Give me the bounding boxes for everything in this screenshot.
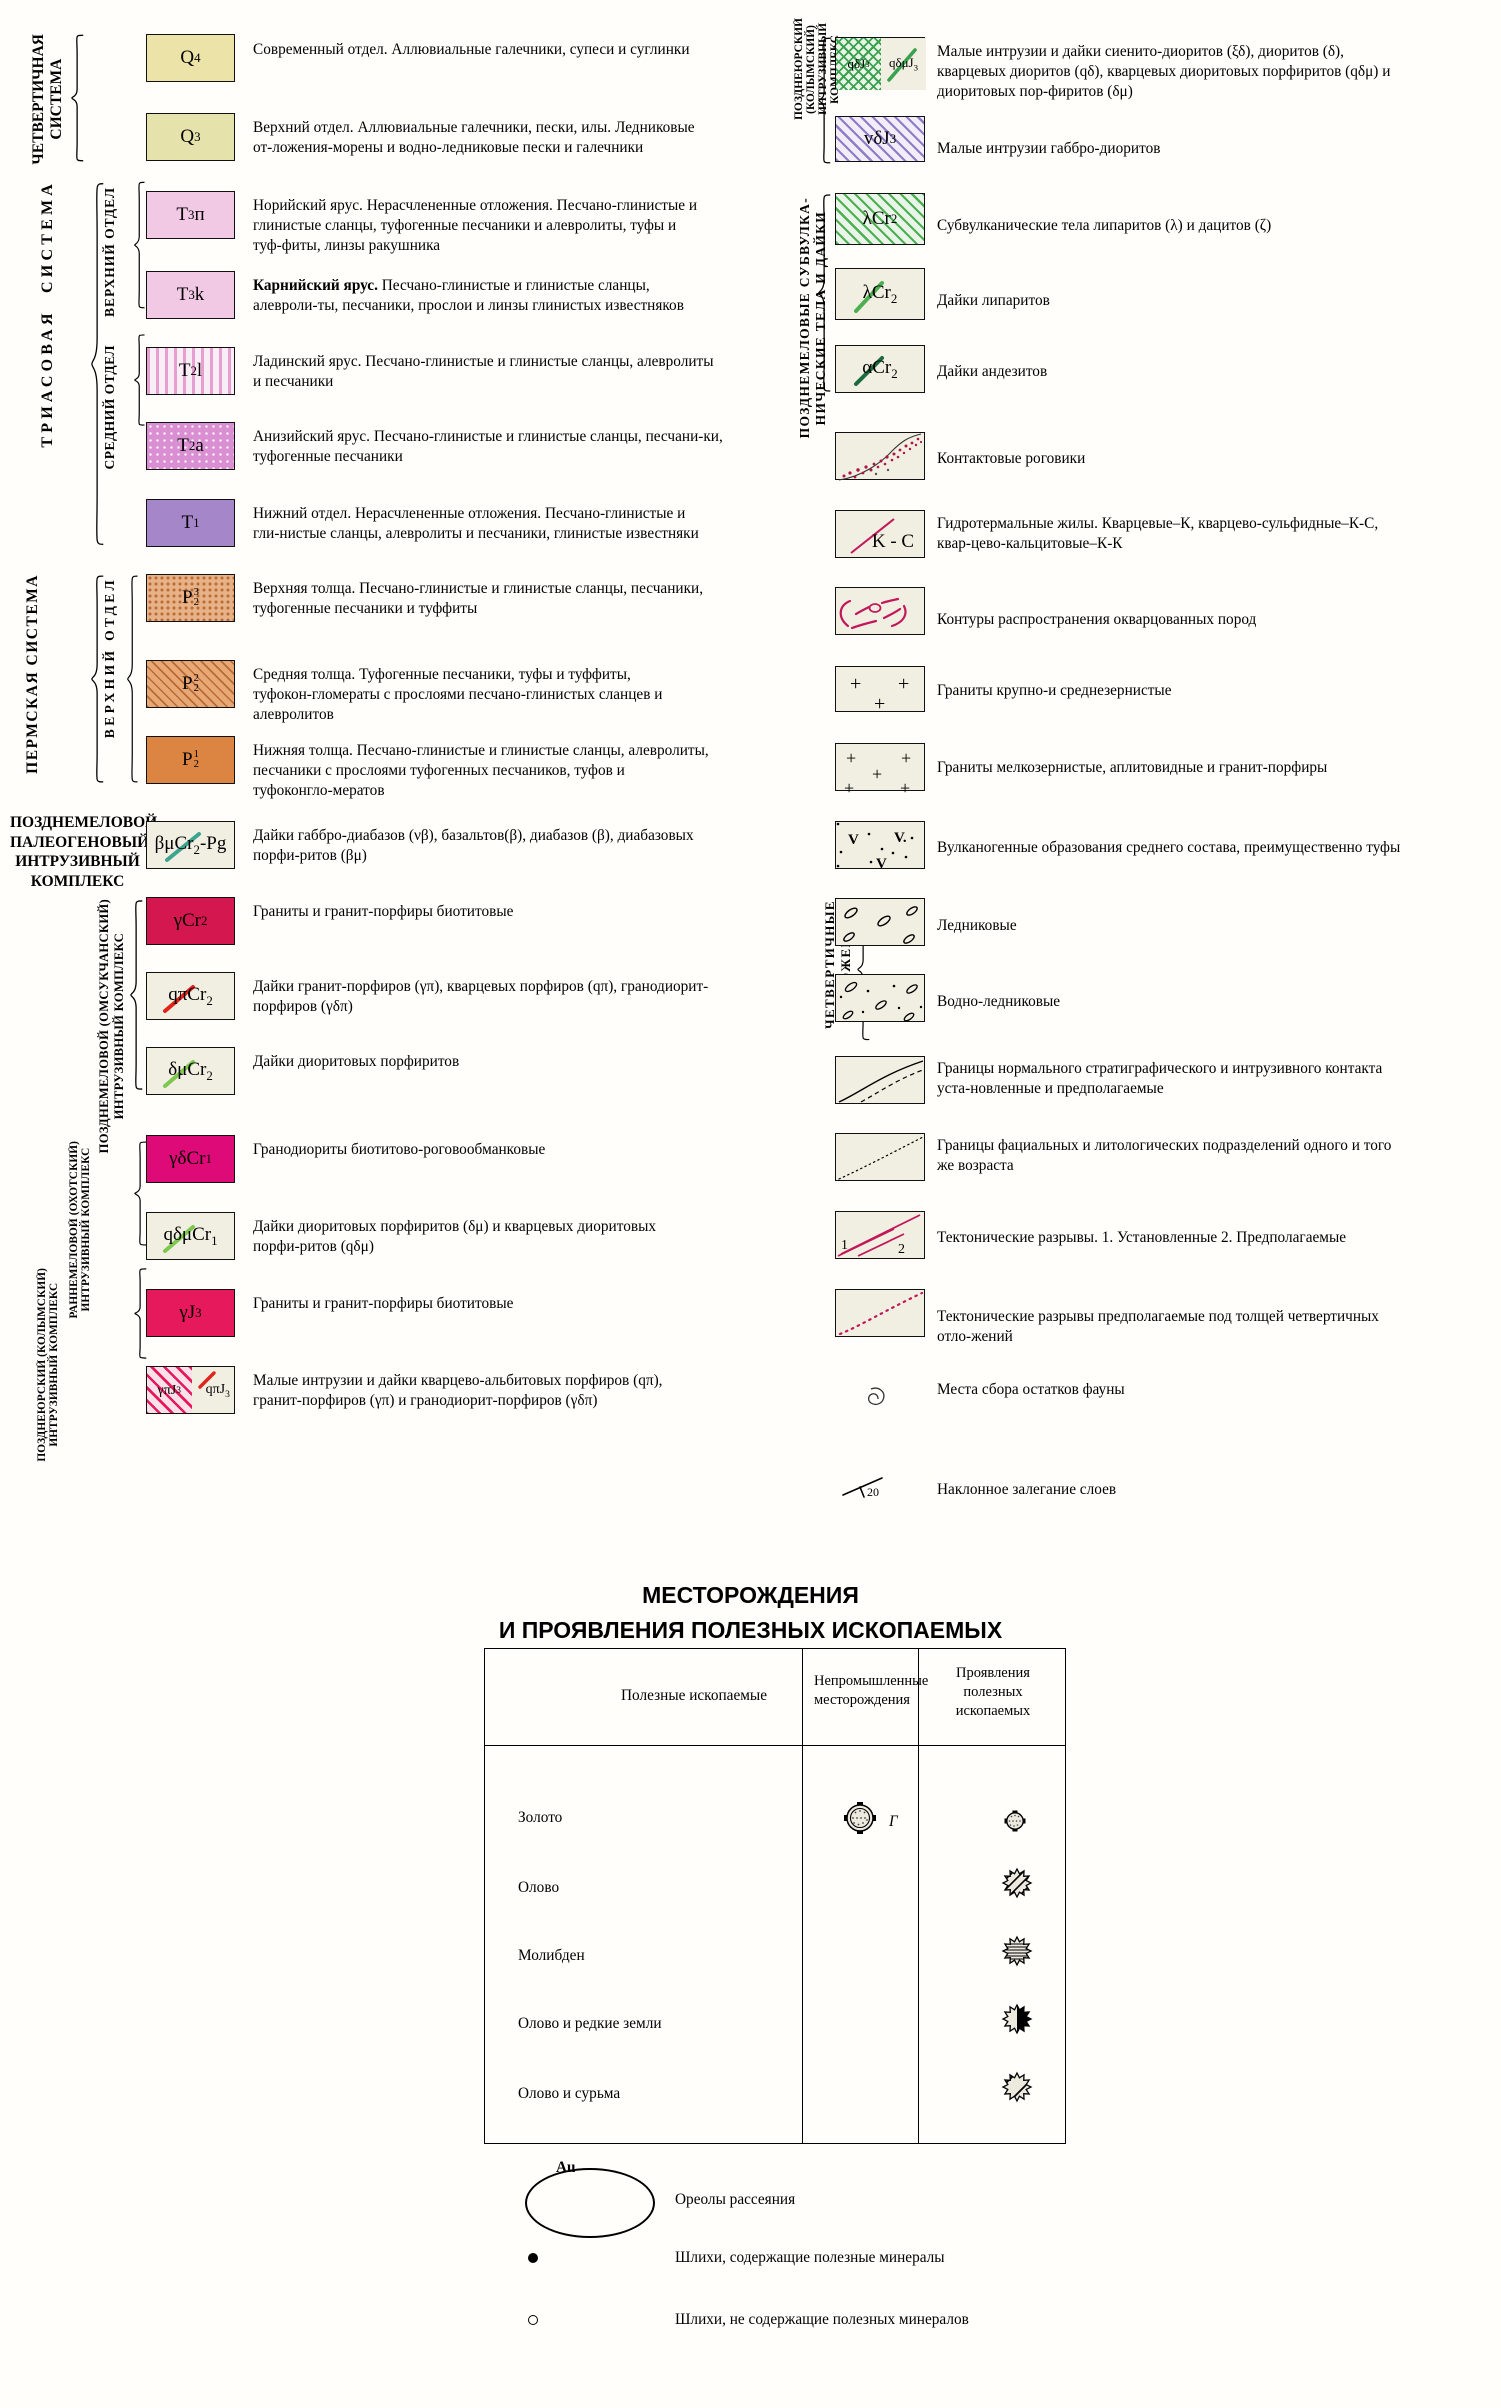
svg-text:V: V: [848, 832, 859, 848]
svg-text:V: V: [876, 856, 887, 872]
svg-text:V.: V.: [894, 830, 907, 846]
